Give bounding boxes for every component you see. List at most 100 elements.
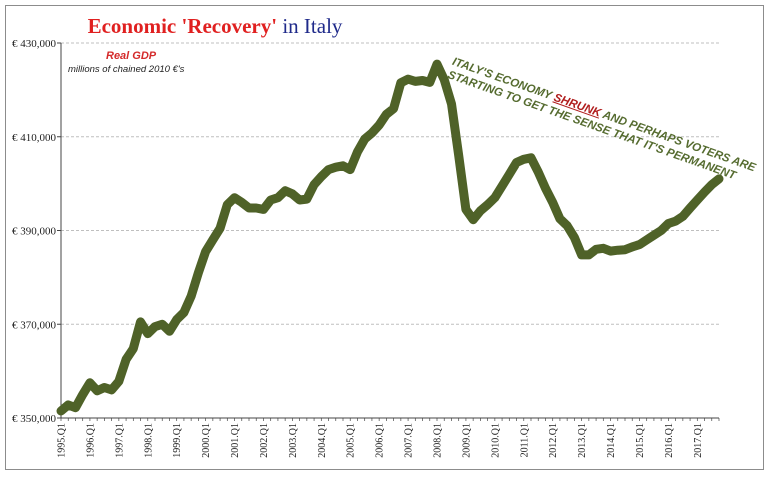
title-part-1: Economic 'Recovery' <box>87 14 278 38</box>
x-tick-label: 1997.Q1 <box>114 423 125 458</box>
data-point <box>111 389 113 391</box>
data-point <box>472 219 474 221</box>
data-point <box>544 187 547 189</box>
data-point <box>414 80 416 82</box>
x-tick-label: 2000.Q1 <box>201 423 212 458</box>
data-point <box>595 248 597 250</box>
data-point <box>212 239 214 241</box>
data-point <box>255 207 257 209</box>
x-tick-label: 2001.Q1 <box>230 423 241 458</box>
data-point <box>508 173 510 175</box>
data-point <box>60 410 62 412</box>
data-point <box>313 184 315 186</box>
data-point <box>675 220 677 222</box>
data-point <box>291 193 293 195</box>
axes <box>57 42 720 421</box>
data-point <box>161 323 163 325</box>
data-point <box>125 358 127 360</box>
data-point <box>241 201 243 203</box>
data-point <box>306 198 308 200</box>
legend-subtitle: millions of chained 2010 €'s <box>68 64 185 75</box>
data-point <box>573 236 576 239</box>
data-point <box>711 184 713 186</box>
data-point <box>523 158 525 160</box>
x-tick-label: 2005.Q1 <box>346 423 357 458</box>
data-point <box>154 326 156 328</box>
data-point <box>132 348 134 350</box>
x-tick-labels: 1995.Q1 1996.Q1 1997.Q1 1998.Q1 1999.Q1 2000.… <box>57 423 704 458</box>
data-point <box>335 166 337 168</box>
x-tick-label: 2010.Q1 <box>490 423 501 458</box>
data-point <box>653 234 655 236</box>
data-point <box>552 201 554 203</box>
data-point <box>371 132 373 134</box>
x-tick-label: 1999.Q1 <box>172 423 183 458</box>
x-tick-label: 2017.Q1 <box>693 423 704 458</box>
y-tick-label: € 430,000 <box>12 38 57 50</box>
data-point <box>74 407 77 409</box>
data-point <box>82 394 84 396</box>
data-point <box>487 204 489 206</box>
data-point <box>327 169 330 171</box>
data-point <box>67 404 69 406</box>
y-tick-label: € 370,000 <box>12 319 57 331</box>
data-point <box>205 251 207 253</box>
data-point <box>284 190 286 192</box>
data-point <box>530 157 532 159</box>
data-point <box>458 154 460 157</box>
data-point <box>407 78 409 80</box>
data-point <box>559 218 561 220</box>
data-point <box>450 103 453 105</box>
data-point <box>400 82 402 84</box>
data-point <box>703 191 706 193</box>
data-point <box>226 204 228 206</box>
series-layer <box>56 59 724 416</box>
data-point <box>537 171 539 173</box>
x-tick-label: 2014.Q1 <box>606 423 617 458</box>
data-point <box>638 244 641 246</box>
data-point <box>682 215 684 217</box>
data-point <box>689 207 691 209</box>
data-point <box>393 108 395 110</box>
x-tick-label: 1995.Q1 <box>57 423 68 458</box>
data-point <box>248 207 250 209</box>
title-part-2: in Italy <box>282 14 343 38</box>
data-point <box>494 197 496 199</box>
data-point <box>168 330 171 332</box>
data-point <box>342 165 344 167</box>
data-point <box>443 79 445 81</box>
data-point <box>356 151 359 153</box>
x-tick-label: 2008.Q1 <box>433 423 444 458</box>
x-tick-label: 1996.Q1 <box>85 423 96 458</box>
data-point <box>609 250 612 252</box>
data-point <box>219 227 221 229</box>
x-tick-label: 2004.Q1 <box>317 423 328 458</box>
data-point <box>429 81 431 83</box>
data-point <box>190 295 192 297</box>
data-point <box>660 229 662 232</box>
data-point <box>385 113 387 115</box>
data-point <box>617 249 619 251</box>
chart-title: Economic 'Recovery' in Italy <box>0 14 430 39</box>
data-point <box>646 239 648 241</box>
data-point <box>364 138 366 140</box>
series-line-real-gdp <box>56 59 724 416</box>
x-tick-label: 1998.Q1 <box>143 423 154 458</box>
data-point <box>320 176 322 178</box>
data-point <box>176 319 178 321</box>
data-point <box>602 247 604 249</box>
x-tick-label: 2016.Q1 <box>664 423 675 458</box>
x-tick-label: 2002.Q1 <box>259 423 270 458</box>
x-tick-label: 2007.Q1 <box>404 423 415 458</box>
data-point <box>588 254 590 256</box>
chart-frame <box>5 5 764 470</box>
data-point <box>667 222 670 225</box>
x-tick-label: 2006.Q1 <box>375 423 386 458</box>
data-point <box>103 386 105 389</box>
legend-series-name: Real GDP <box>106 50 157 62</box>
data-point <box>197 272 199 274</box>
data-point <box>96 390 98 392</box>
x-tick-label: 2009.Q1 <box>461 423 472 458</box>
data-point <box>696 199 698 201</box>
